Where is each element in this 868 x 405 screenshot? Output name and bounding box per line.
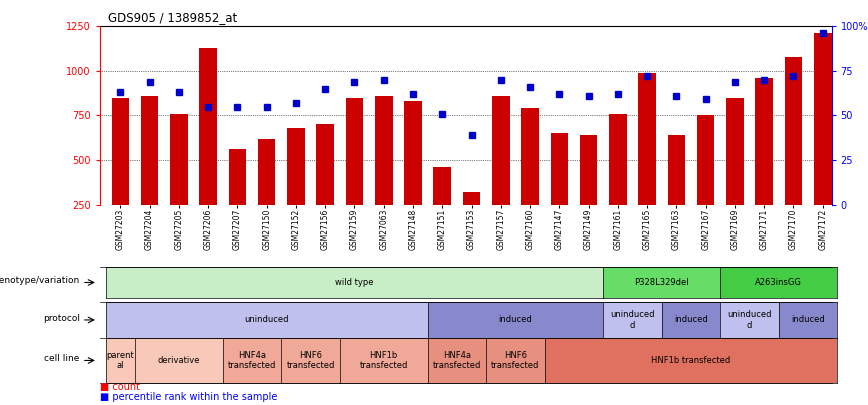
Text: HNF1b
transfected: HNF1b transfected bbox=[359, 351, 408, 370]
Bar bbox=[258, 139, 275, 205]
Text: HNF4a
transfected: HNF4a transfected bbox=[433, 351, 481, 370]
Text: parent
al: parent al bbox=[107, 351, 135, 370]
Bar bbox=[697, 115, 714, 205]
Bar bbox=[580, 135, 597, 205]
Text: protocol: protocol bbox=[43, 313, 80, 323]
Bar bbox=[141, 96, 158, 205]
Text: induced: induced bbox=[674, 315, 708, 324]
Bar bbox=[111, 98, 129, 205]
Bar bbox=[667, 135, 685, 205]
Text: uninduced
d: uninduced d bbox=[610, 310, 654, 330]
Bar bbox=[492, 96, 510, 205]
Text: derivative: derivative bbox=[158, 356, 201, 365]
Bar bbox=[287, 128, 305, 205]
Text: HNF4a
transfected: HNF4a transfected bbox=[227, 351, 276, 370]
Bar bbox=[638, 72, 656, 205]
Text: uninduced: uninduced bbox=[245, 315, 289, 324]
Bar bbox=[785, 57, 802, 205]
Bar bbox=[550, 133, 569, 205]
Text: GDS905 / 1389852_at: GDS905 / 1389852_at bbox=[108, 11, 238, 24]
Text: induced: induced bbox=[498, 315, 532, 324]
Text: ■ percentile rank within the sample: ■ percentile rank within the sample bbox=[100, 392, 277, 402]
Text: HNF6
transfected: HNF6 transfected bbox=[491, 351, 540, 370]
Bar bbox=[522, 108, 539, 205]
Bar bbox=[317, 124, 334, 205]
Text: HNF1b transfected: HNF1b transfected bbox=[651, 356, 731, 365]
Bar bbox=[814, 34, 832, 205]
Text: uninduced
d: uninduced d bbox=[727, 310, 772, 330]
Text: P328L329del: P328L329del bbox=[635, 278, 689, 287]
Text: cell line: cell line bbox=[44, 354, 80, 363]
Bar bbox=[755, 78, 773, 205]
Bar bbox=[463, 192, 480, 205]
Bar bbox=[228, 149, 247, 205]
Bar bbox=[170, 114, 187, 205]
Text: ■ count: ■ count bbox=[100, 382, 140, 392]
Bar bbox=[404, 101, 422, 205]
Bar bbox=[609, 114, 627, 205]
Text: HNF6
transfected: HNF6 transfected bbox=[286, 351, 335, 370]
Text: genotype/variation: genotype/variation bbox=[0, 277, 80, 286]
Bar bbox=[375, 96, 392, 205]
Text: induced: induced bbox=[792, 315, 825, 324]
Text: A263insGG: A263insGG bbox=[755, 278, 802, 287]
Text: wild type: wild type bbox=[335, 278, 374, 287]
Bar bbox=[727, 98, 744, 205]
Bar bbox=[200, 48, 217, 205]
Bar bbox=[345, 98, 363, 205]
Bar bbox=[433, 167, 451, 205]
